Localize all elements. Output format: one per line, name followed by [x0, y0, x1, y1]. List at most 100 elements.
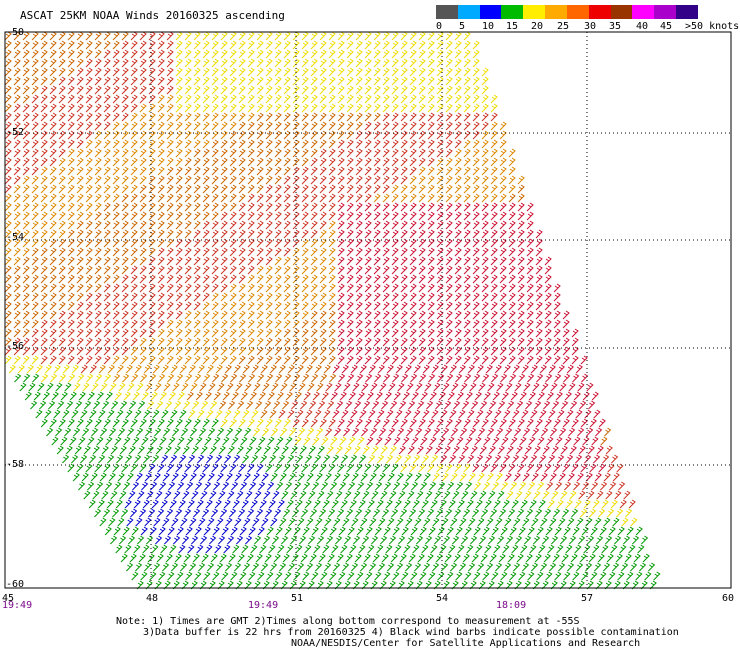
wind-barb: [445, 112, 453, 122]
wind-barb: [211, 157, 219, 167]
wind-barb: [391, 292, 399, 302]
wind-barb: [406, 382, 414, 392]
wind-barb: [250, 499, 258, 509]
wind-barb: [436, 130, 444, 140]
wind-barb: [301, 355, 309, 365]
wind-barb: [409, 328, 417, 338]
wind-barb: [418, 301, 426, 311]
wind-barb: [343, 382, 351, 392]
wind-barb: [301, 76, 309, 86]
wind-barb: [604, 427, 612, 437]
wind-barb: [400, 166, 408, 176]
wind-barb: [40, 265, 48, 275]
wind-barb: [511, 499, 519, 509]
wind-barb: [292, 355, 300, 365]
wind-barb: [400, 112, 408, 122]
wind-barb: [359, 454, 367, 464]
wind-barb: [76, 40, 84, 50]
wind-barb: [148, 139, 156, 149]
wind-barb: [58, 58, 66, 68]
wind-barb: [274, 310, 282, 320]
wind-barb: [250, 544, 258, 554]
wind-barb: [193, 130, 201, 140]
wind-barb: [128, 535, 136, 545]
wind-barb: [405, 562, 413, 572]
wind-barb: [217, 382, 225, 392]
wind-barb: [328, 292, 336, 302]
wind-barb: [562, 463, 570, 473]
wind-barb: [355, 328, 363, 338]
wind-barb: [112, 112, 120, 122]
wind-barb: [244, 382, 252, 392]
wind-barb: [449, 409, 457, 419]
wind-barb: [85, 283, 93, 293]
wind-barb: [337, 130, 345, 140]
wind-barb: [445, 418, 453, 428]
wind-barb: [244, 427, 252, 437]
wind-barb: [67, 211, 75, 221]
wind-barb: [524, 445, 532, 455]
wind-barb: [297, 517, 305, 527]
wind-barb: [301, 184, 309, 194]
wind-barb: [306, 517, 314, 527]
wind-barb: [265, 148, 273, 158]
wind-barb: [364, 229, 372, 239]
wind-barb: [171, 517, 179, 527]
wind-barb: [112, 148, 120, 158]
wind-barb: [391, 103, 399, 113]
wind-barb: [409, 148, 417, 158]
wind-barb: [508, 265, 516, 275]
wind-barb: [170, 409, 178, 419]
wind-barb: [418, 193, 426, 203]
wind-barb: [130, 112, 138, 122]
wind-barb: [564, 481, 572, 491]
wind-barb: [355, 85, 363, 95]
wind-barb: [49, 193, 57, 203]
wind-barb: [202, 193, 210, 203]
wind-barb: [146, 445, 154, 455]
wind-barb: [94, 211, 102, 221]
wind-barb: [220, 220, 228, 230]
wind-barb: [94, 94, 102, 104]
wind-barb: [229, 337, 237, 347]
wind-barb: [111, 400, 119, 410]
wind-barb: [569, 535, 577, 545]
wind-barb: [378, 562, 386, 572]
wind-barb: [247, 346, 255, 356]
wind-barb: [292, 175, 300, 185]
wind-barb: [115, 544, 123, 554]
wind-barb: [283, 130, 291, 140]
wind-barb: [220, 139, 228, 149]
wind-barb: [457, 544, 465, 554]
wind-barb: [364, 31, 372, 41]
wind-barb: [31, 121, 39, 131]
wind-barb: [145, 580, 153, 590]
wind-barb: [207, 562, 215, 572]
wind-barb: [257, 373, 265, 383]
wind-barb: [310, 175, 318, 185]
wind-barb: [157, 31, 165, 41]
wind-barb: [220, 418, 228, 428]
wind-barb: [544, 337, 552, 347]
wind-barb: [208, 382, 216, 392]
wind-barb: [499, 247, 507, 257]
wind-barb: [233, 454, 241, 464]
wind-barb: [556, 544, 564, 554]
wind-barb: [142, 499, 150, 509]
wind-barb: [463, 202, 471, 212]
wind-barb: [445, 301, 453, 311]
wind-barb: [301, 292, 309, 302]
wind-barb: [292, 274, 300, 284]
wind-barb: [504, 472, 512, 482]
wind-barb: [40, 166, 48, 176]
wind-barb: [40, 337, 48, 347]
wind-barb: [390, 553, 398, 563]
wind-barb: [490, 328, 498, 338]
wind-barb: [346, 247, 354, 257]
wind-barb: [311, 373, 319, 383]
wind-barb: [157, 184, 165, 194]
wind-barb: [346, 220, 354, 230]
wind-barb: [621, 517, 629, 527]
wind-barb: [445, 247, 453, 257]
wind-barb: [44, 364, 52, 374]
